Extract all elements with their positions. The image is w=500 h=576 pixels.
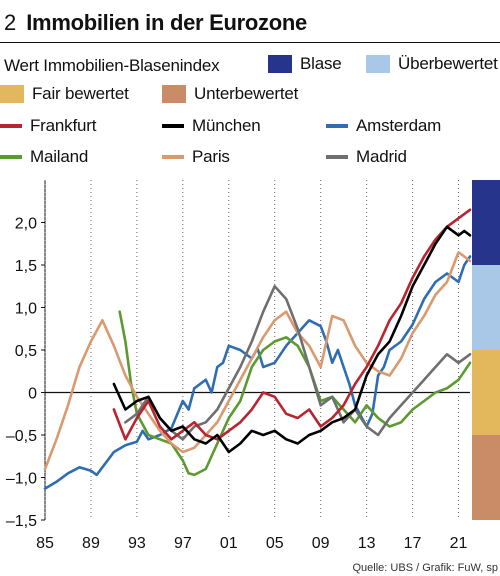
legend-city-amsterdam: Amsterdam [326,116,441,136]
y-tick-label: 0,5 [15,343,37,360]
legend-index-label: Wert Immobilien-Blasenindex [4,56,220,76]
line-chart: –1,5 –1,0 –0,5 0 0,5 1,0 1,5 2,0 85 89 93 97 01 05 09 1… [6,180,500,552]
series-line-frankfurt [112,208,472,441]
legend-line-madrid [326,155,348,159]
legend-zone-ueberbewertet: Überbewertet [366,54,498,74]
legend-label-paris: Paris [192,147,230,166]
y-tick-label: 0 [28,386,37,403]
chart-title: 2 Immobilien in der Eurozone [4,6,307,40]
legend-line-muenchen [162,124,184,128]
x-tick-label: 21 [450,535,468,552]
legend-zone-fair: Fair bewertet [0,84,129,104]
x-tick-label: 05 [266,535,284,552]
x-tick-label: 09 [312,535,330,552]
legend-swatch-fair [0,85,24,103]
legend-line-mailand [0,155,22,159]
series-line-muenchen [112,225,472,454]
chart-title-text: Immobilien in der Eurozone [26,10,307,35]
legend-zone-blase: Blase [268,54,342,74]
legend-label-mailand: Mailand [30,147,89,166]
legend-city-paris: Paris [162,147,230,167]
x-tick-label: 01 [220,535,238,552]
legend-swatch-ueberbewertet [366,55,390,73]
legend: Wert Immobilien-Blasenindex Blase Überbe… [0,50,500,172]
legend-line-paris [162,155,184,159]
x-tick-label: 97 [174,535,192,552]
legend-label-amsterdam: Amsterdam [356,116,442,135]
title-divider [0,42,500,43]
x-tick-label: 89 [82,535,100,552]
x-tick-label: 13 [358,535,376,552]
chart-number: 2 [4,10,17,35]
legend-city-muenchen: München [162,116,261,136]
legend-label-frankfurt: Frankfurt [30,116,97,135]
series-line-amsterdam [43,255,472,490]
legend-city-mailand: Mailand [0,147,88,167]
y-tick-label: 2,0 [15,216,37,233]
legend-zone-unter: Unterbewertet [162,84,298,104]
series-line-madrid [124,285,472,441]
zone-band-ueberbewertet [472,265,500,350]
series-line-mailand [118,310,472,477]
legend-label-ueberbewertet: Überbewertet [398,54,498,73]
y-tick-label: –1,5 [6,513,37,530]
y-tick-label: 1,0 [15,301,37,318]
source-note: Quelle: UBS / Grafik: FuW, sp [352,562,499,574]
legend-city-frankfurt: Frankfurt [0,116,96,136]
legend-label-madrid: Madrid [356,147,407,166]
legend-label-unter: Unterbewertet [194,84,299,103]
legend-line-amsterdam [326,124,348,128]
legend-swatch-unter [162,85,186,103]
zone-band-blase [472,180,500,265]
legend-line-frankfurt [0,124,22,128]
legend-label-blase: Blase [300,54,342,73]
legend-label-muenchen: München [192,116,261,135]
x-tick-label: 85 [36,535,54,552]
zone-band-unter [472,435,500,520]
y-tick-label: –0,5 [6,428,37,445]
y-tick-label: 1,5 [15,258,37,275]
x-tick-label: 17 [404,535,422,552]
y-tick-label: –1,0 [6,471,37,488]
legend-swatch-blase [268,55,292,73]
x-tick-label: 93 [128,535,146,552]
legend-label-fair: Fair bewertet [32,84,129,103]
legend-city-madrid: Madrid [326,147,407,167]
legend-index-label-text: Wert Immobilien-Blasenindex [4,56,220,75]
zone-band-fair [472,350,500,435]
series-line-paris [43,251,472,471]
